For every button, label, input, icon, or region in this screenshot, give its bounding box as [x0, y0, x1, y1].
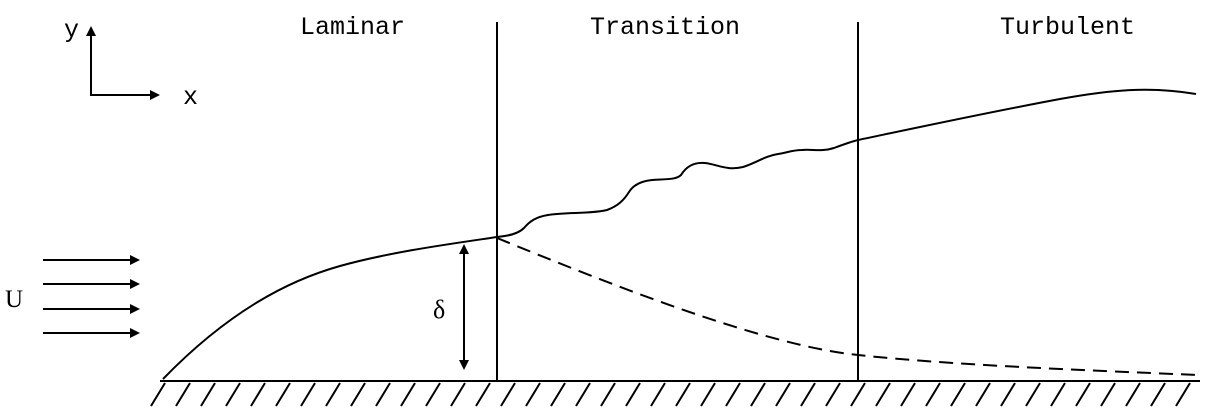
coordinate-axes: y x — [64, 16, 198, 112]
hatch-mark — [525, 382, 541, 407]
laminar-label: Laminar — [300, 13, 405, 42]
hatch-mark — [975, 382, 991, 407]
hatch-mark — [400, 382, 416, 407]
hatch-mark — [450, 382, 466, 407]
hatch-mark — [600, 382, 616, 407]
region-labels: Laminar Transition Turbulent — [300, 13, 1135, 42]
freestream-velocity: U — [5, 255, 140, 338]
hatch-mark — [1075, 382, 1091, 407]
hatch-mark — [575, 382, 591, 407]
hatch-mark — [300, 382, 316, 407]
hatch-mark — [1000, 382, 1016, 407]
hatch-mark — [150, 382, 166, 407]
hatch-mark — [275, 382, 291, 407]
hatch-mark — [675, 382, 691, 407]
turbulent-label: Turbulent — [1000, 13, 1135, 42]
hatch-mark — [175, 382, 191, 407]
boundary-layer-edge — [162, 88, 1197, 380]
hatch-mark — [550, 382, 566, 407]
wall-hatching — [150, 382, 1191, 407]
transition-label: Transition — [590, 13, 740, 42]
freestream-velocity-label: U — [5, 286, 23, 313]
hatch-mark — [950, 382, 966, 407]
hatch-mark — [475, 382, 491, 407]
thickness-indicator: δ — [433, 244, 469, 370]
hatch-mark — [325, 382, 341, 407]
hatch-mark — [850, 382, 866, 407]
hatch-mark — [775, 382, 791, 407]
hatch-mark — [625, 382, 641, 407]
hatch-mark — [700, 382, 716, 407]
hatch-mark — [375, 382, 391, 407]
hatch-mark — [825, 382, 841, 407]
y-axis-label: y — [64, 16, 79, 45]
hatch-mark — [1150, 382, 1166, 407]
viscous-sublayer-edge — [496, 237, 1199, 376]
x-axis-label: x — [183, 83, 198, 112]
wall — [150, 380, 1200, 407]
hatch-mark — [1050, 382, 1066, 407]
hatch-mark — [1125, 382, 1141, 407]
hatch-mark — [1100, 382, 1116, 407]
hatch-mark — [925, 382, 941, 407]
hatch-mark — [875, 382, 891, 407]
hatch-mark — [800, 382, 816, 407]
hatch-mark — [725, 382, 741, 407]
hatch-mark — [200, 382, 216, 407]
hatch-mark — [1025, 382, 1041, 407]
hatch-mark — [900, 382, 916, 407]
hatch-mark — [250, 382, 266, 407]
hatch-mark — [650, 382, 666, 407]
hatch-mark — [425, 382, 441, 407]
hatch-mark — [500, 382, 516, 407]
hatch-mark — [225, 382, 241, 407]
hatch-mark — [750, 382, 766, 407]
hatch-mark — [350, 382, 366, 407]
hatch-mark — [1175, 382, 1191, 407]
thickness-label: δ — [433, 295, 445, 324]
